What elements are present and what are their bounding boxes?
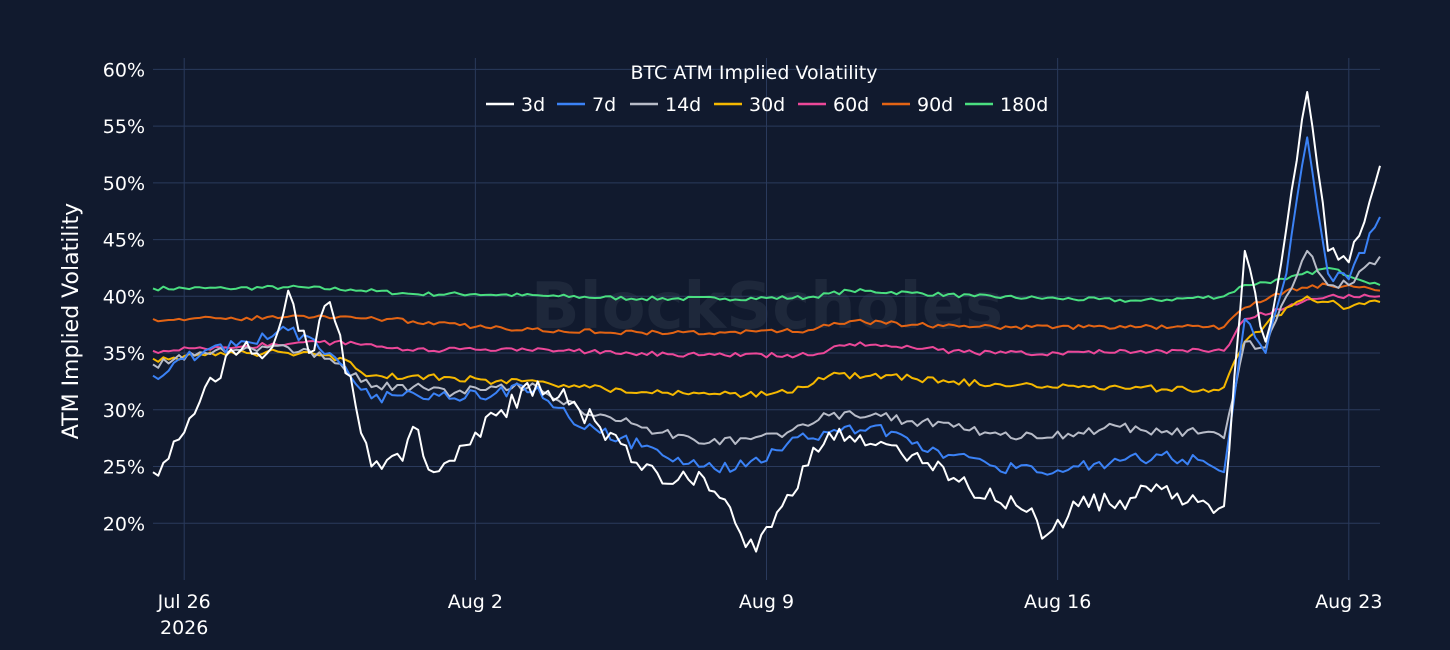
legend-item-30d[interactable]: 30d [714, 94, 785, 116]
series-line-7d [152, 136, 1381, 476]
x-tick-label: Aug 9 [739, 591, 794, 613]
x-tick-label: Aug 2 [448, 591, 503, 613]
legend[interactable]: 3d 7d 14d 30d 60d 90d 180d [486, 94, 1048, 116]
y-tick-label: 25% [103, 457, 145, 479]
series-line-14d [152, 249, 1381, 446]
legend-item-90d[interactable]: 90d [882, 94, 953, 116]
chart-title: BTC ATM Implied Volatility [631, 62, 878, 84]
y-axis-title: ATM Implied Volatility [59, 203, 84, 439]
series-line-90d [152, 282, 1381, 336]
legend-label: 7d [592, 94, 616, 116]
y-tick-label: 40% [103, 286, 145, 308]
y-tick-label: 45% [103, 230, 145, 252]
legend-item-14d[interactable]: 14d [630, 94, 701, 116]
legend-label: 14d [665, 94, 701, 116]
legend-item-3d[interactable]: 3d [486, 94, 545, 116]
legend-item-180d[interactable]: 180d [965, 94, 1048, 116]
y-tick-label: 60% [103, 59, 145, 81]
legend-label: 3d [521, 94, 545, 116]
x-tick-label: Aug 23 [1315, 591, 1382, 613]
y-tick-label: 30% [103, 400, 145, 422]
series-layer [152, 91, 1381, 553]
x-tick-label: Aug 16 [1024, 591, 1091, 613]
series-line-60d [152, 293, 1381, 359]
legend-label: 30d [749, 94, 785, 116]
y-tick-label: 50% [103, 173, 145, 195]
y-tick-label: 55% [103, 116, 145, 138]
grid-layer [153, 58, 1380, 580]
legend-item-60d[interactable]: 60d [798, 94, 869, 116]
x-tick-label: Jul 26 [157, 591, 211, 613]
legend-item-7d[interactable]: 7d [557, 94, 616, 116]
legend-label: 180d [1000, 94, 1048, 116]
legend-label: 60d [833, 94, 869, 116]
x-tick-year-label: 2026 [160, 617, 208, 639]
series-line-180d [152, 266, 1381, 303]
y-tick-label: 20% [103, 513, 145, 535]
series-line-3d [152, 91, 1381, 553]
y-tick-label: 35% [103, 343, 145, 365]
axis-layer: 20% 25% 30% 35% 40% 45% 50% 55% 60% Jul 26 2026 Aug… [103, 59, 1383, 639]
series-line-30d [152, 295, 1381, 399]
legend-label: 90d [917, 94, 953, 116]
